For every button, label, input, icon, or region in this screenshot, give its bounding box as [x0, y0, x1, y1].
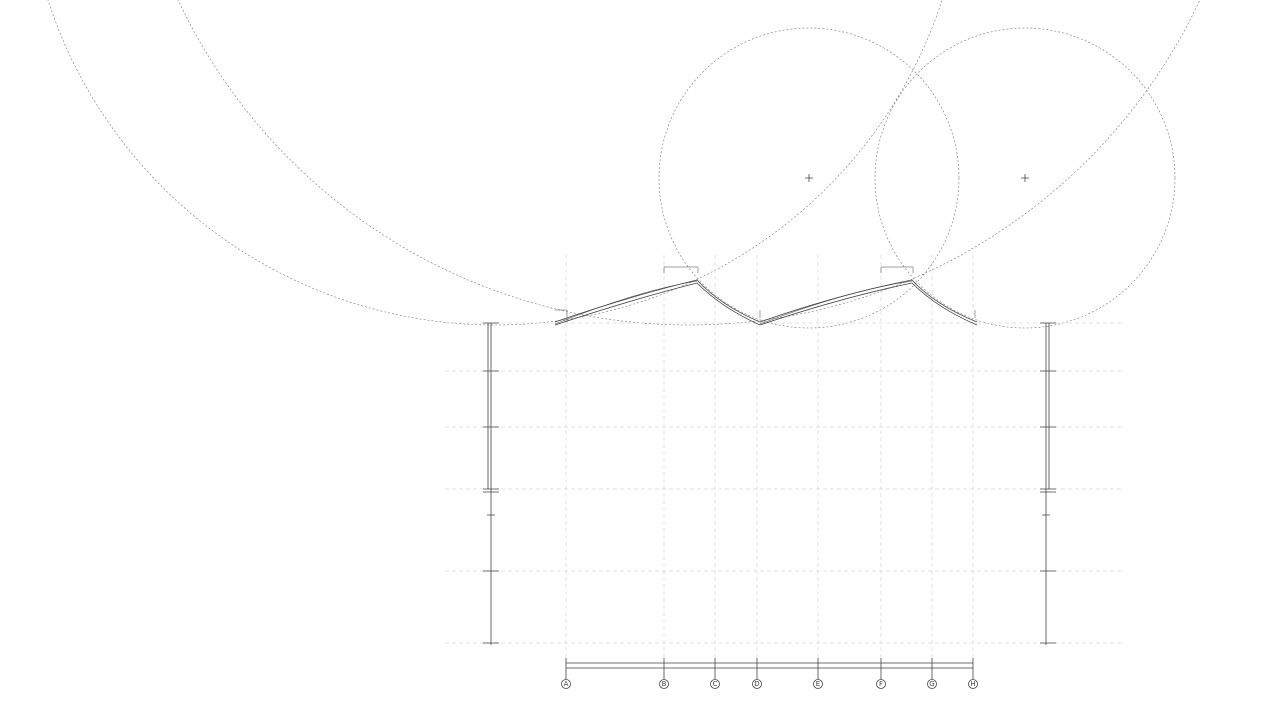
roof-shell	[554, 266, 978, 326]
axis-bubble	[752, 679, 762, 689]
axis-label: C	[713, 680, 718, 688]
axis-bubble	[561, 679, 571, 689]
axis-bubble	[659, 679, 669, 689]
axis-label: G	[929, 680, 934, 688]
axis-bubble	[710, 679, 720, 689]
axis-bubble	[968, 679, 978, 689]
axis-grid-lines	[565, 255, 974, 660]
level-grid-lines	[445, 322, 1122, 644]
construction-circle-1	[658, 27, 960, 329]
axis-label: H	[970, 680, 975, 688]
axis-label: F	[879, 680, 883, 688]
axis-label: A	[564, 680, 569, 688]
axis-bubble	[876, 679, 886, 689]
left-elevation-dimension	[483, 322, 499, 645]
construction-circle-2	[874, 27, 1176, 329]
axis-bubble	[927, 679, 937, 689]
axis-bubble	[813, 679, 823, 689]
axis-label: E	[816, 680, 820, 688]
bottom-dimension-line	[566, 662, 973, 669]
construction-arc-large-2	[177, 0, 1201, 326]
construction-arc-large-1	[47, 0, 943, 326]
circle-center-marks	[805, 174, 1029, 182]
axis-label: B	[662, 680, 667, 688]
axis-label: D	[754, 680, 759, 688]
right-elevation-dimension	[1040, 322, 1056, 645]
